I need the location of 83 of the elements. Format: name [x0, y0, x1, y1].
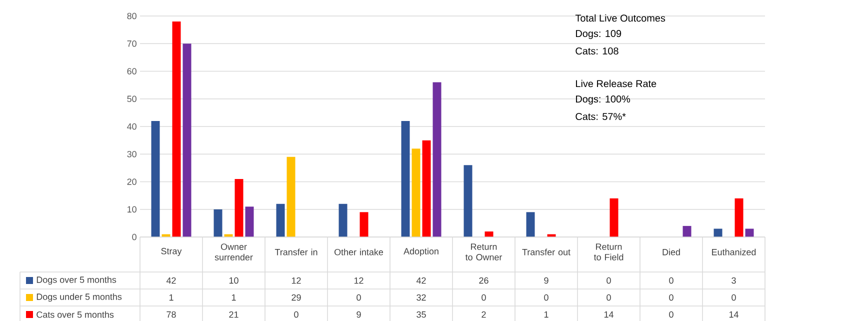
annotation: Dogs: 109: [576, 30, 622, 40]
data-label: 0: [606, 277, 611, 284]
data-label: 2: [482, 311, 486, 318]
y-tick-label: 0: [132, 234, 136, 240]
annotation: Cats: 108: [576, 47, 618, 55]
bar: [682, 226, 692, 237]
x-tick-label: Euthanized: [712, 248, 756, 256]
annotation: Total Live Outcomes: [575, 14, 666, 22]
data-label: 0: [606, 294, 611, 301]
data-label: 14: [729, 311, 738, 318]
data-label: 0: [669, 294, 674, 301]
y-tick-label: 60: [127, 68, 136, 74]
data-label: 0: [356, 294, 361, 301]
y-tick-label: 70: [127, 40, 136, 47]
bar: [547, 234, 556, 237]
bar: [412, 148, 420, 237]
x-tick-label: Died: [662, 248, 680, 256]
bar: [276, 204, 285, 237]
bar: [422, 140, 431, 237]
data-label: 0: [732, 294, 736, 301]
bar: [234, 178, 244, 237]
bar: [360, 212, 368, 237]
x-tick-label: Stray: [161, 248, 182, 256]
data-label: 9: [544, 277, 548, 284]
data-label: 0: [482, 294, 486, 301]
bar: [151, 120, 160, 237]
bar: [401, 120, 410, 237]
data-label: 35: [416, 311, 426, 318]
data-label: 1: [544, 311, 548, 318]
bar: [224, 234, 233, 237]
bar: [714, 228, 722, 237]
y-tick-label: 80: [127, 12, 136, 20]
bar: [610, 198, 618, 237]
bar: [432, 82, 442, 237]
legend-label: Dogs under 5 months: [36, 293, 122, 302]
data-label: 0: [544, 294, 548, 301]
y-tick-label: 40: [127, 123, 136, 130]
data-label: 42: [166, 277, 176, 284]
bar: [245, 206, 254, 237]
data-label: 14: [604, 311, 614, 318]
annotation: Dogs: 100%: [576, 95, 630, 105]
data-label: 12: [354, 277, 364, 284]
data-label: 10: [229, 277, 238, 284]
x-tick-label: Transfer in: [274, 248, 318, 256]
bar: [526, 212, 535, 237]
data-label: 0: [294, 311, 298, 318]
data-label: 21: [229, 311, 238, 318]
x-tick-label: Transfer out: [522, 248, 570, 256]
y-tick-label: 20: [127, 178, 136, 185]
data-label: 1: [169, 294, 174, 301]
data-label: 3: [732, 277, 736, 284]
bar: [286, 156, 296, 237]
data-label: 32: [416, 294, 426, 301]
x-tick-label: Other intake: [334, 248, 384, 256]
data-label: 0: [669, 277, 674, 284]
data-label: 1: [232, 294, 236, 301]
data-label: 29: [292, 294, 301, 301]
x-tick-label: Owner surrender: [214, 244, 253, 260]
legend-label: Dogs over 5 months: [36, 276, 116, 285]
annotation: Live Release Rate: [576, 80, 656, 88]
data-label: 78: [166, 311, 176, 318]
bar: [464, 165, 472, 237]
y-tick-label: 50: [127, 96, 136, 102]
bar: [172, 22, 181, 237]
data-label: 26: [479, 277, 488, 284]
y-tick-label: 30: [127, 150, 136, 158]
bar: [734, 198, 744, 237]
annotation: Cats: 57%*: [576, 112, 626, 120]
data-label: 9: [356, 311, 361, 318]
bar: [162, 234, 170, 237]
data-label: 42: [416, 277, 426, 284]
x-tick-label: Return to Owner: [465, 244, 502, 260]
data-label: 12: [292, 277, 301, 284]
bar: [182, 44, 192, 237]
x-tick-label: Adoption: [404, 248, 438, 256]
y-tick-label: 10: [128, 206, 136, 213]
bar: [484, 231, 494, 237]
data-label: 0: [669, 311, 674, 318]
bar: [214, 209, 222, 237]
legend-label: Cats over 5 months: [36, 311, 114, 318]
bar: [745, 228, 754, 237]
bar: [338, 204, 348, 237]
x-tick-label: Return to Field: [594, 244, 624, 260]
